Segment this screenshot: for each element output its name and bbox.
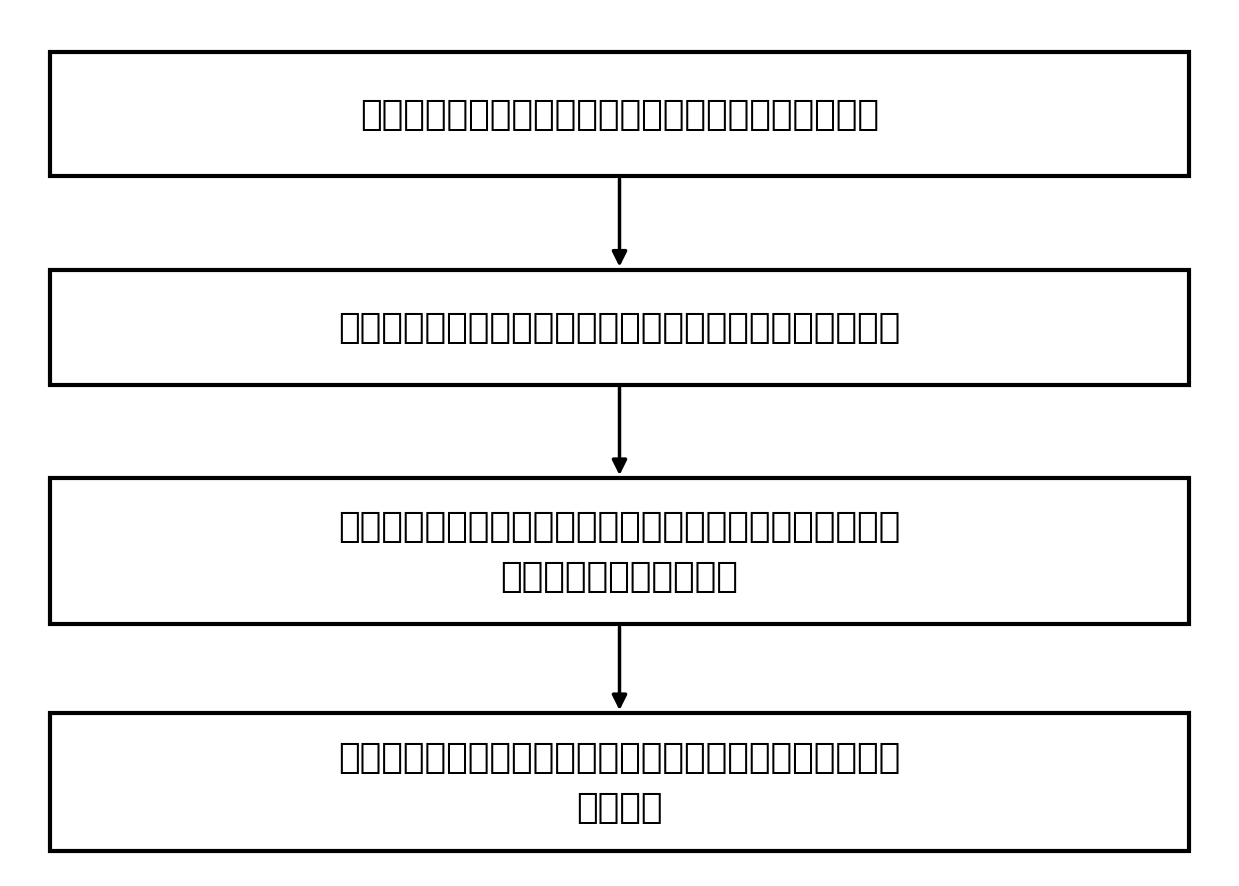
Text: 基于所述多个出图范围、比例尺和符号化后的地图数据进行
分幅出图: 基于所述多个出图范围、比例尺和符号化后的地图数据进行 分幅出图	[338, 740, 901, 824]
Bar	[50, 478, 1189, 625]
Text: 创建分幅范围图层，所述分幅范围图层中包括多个出图范围: 创建分幅范围图层，所述分幅范围图层中包括多个出图范围	[338, 311, 901, 345]
Bar	[50, 53, 1189, 177]
Text: 设定图廓大小，根据所述多个出图范围和图廓大小，计算每
个出图范围对应的比例尺: 设定图廓大小，根据所述多个出图范围和图廓大小，计算每 个出图范围对应的比例尺	[338, 509, 901, 594]
Text: 读取一个或多个待出图的地图数据图层，并进行符号化: 读取一个或多个待出图的地图数据图层，并进行符号化	[361, 98, 878, 132]
Bar	[50, 713, 1189, 851]
Bar	[50, 270, 1189, 385]
